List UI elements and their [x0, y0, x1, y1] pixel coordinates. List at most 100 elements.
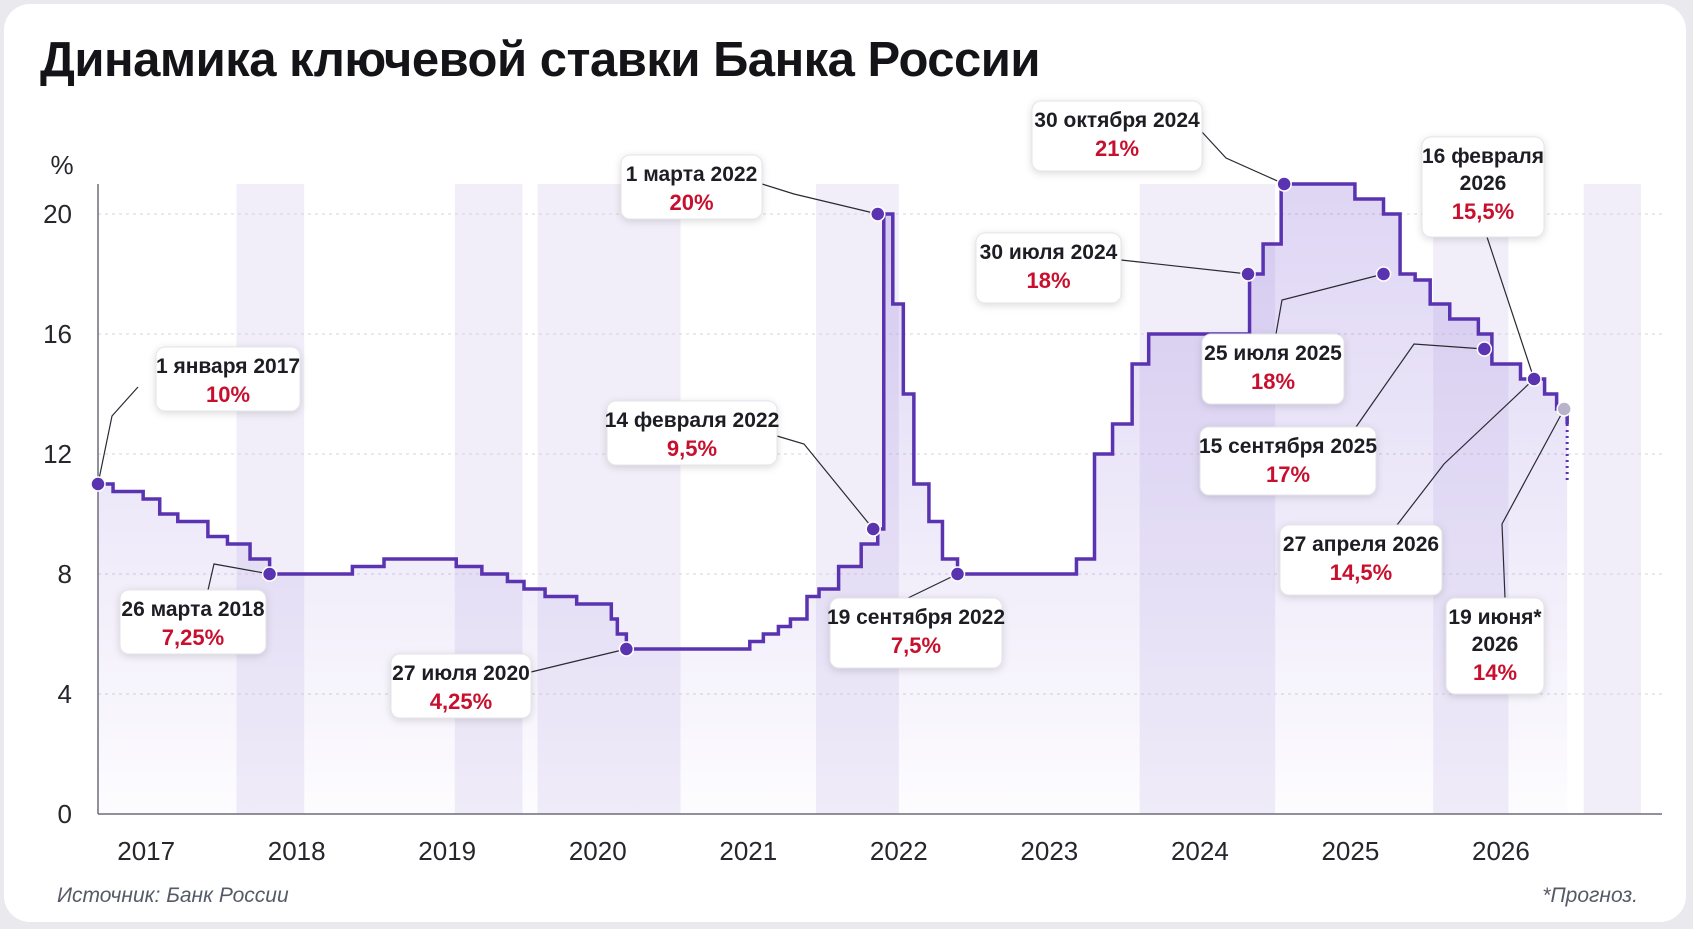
callout: 1 марта 2022 20% — [620, 154, 878, 220]
data-point — [1276, 176, 1292, 192]
callout: 27 апреля 2026 14,5% — [1279, 378, 1535, 596]
callout-box — [1279, 524, 1443, 596]
callout-leader — [1201, 131, 1285, 185]
callout-leader — [776, 435, 874, 530]
callout: 19 сентября 2022 7,5% — [827, 573, 1005, 669]
callout-date: 27 июля 2020 — [392, 662, 530, 685]
forecast-note: *Прогноз. — [1542, 884, 1638, 907]
callout: 30 октября 2024 21% — [1031, 100, 1285, 185]
data-point — [1526, 371, 1542, 387]
y-tick-label: 12 — [43, 439, 72, 469]
x-tick-label: 2023 — [1020, 836, 1078, 866]
callout-leader — [907, 573, 958, 599]
callout-value: 17% — [1266, 462, 1310, 487]
callout-box — [1031, 100, 1203, 172]
callout-box — [620, 154, 763, 220]
callout-leader — [1355, 343, 1485, 428]
key-rate-chart: 0 4 8 12 16 20% 2017 2018 2019 2020 2021 2022 2023 20… — [43, 100, 1662, 866]
x-tick-label: 2024 — [1171, 836, 1229, 866]
callout-value: 18% — [1026, 268, 1070, 293]
callout: 14 февраля 2022 9,5% — [605, 400, 874, 530]
callout-value: 9,5% — [667, 436, 717, 461]
x-tick-label: 2018 — [268, 836, 326, 866]
y-tick-label: 16 — [43, 319, 72, 349]
callout: 19 июня* 2026 14% — [1445, 408, 1565, 695]
x-tick-label: 2019 — [418, 836, 476, 866]
callout-value: 21% — [1095, 136, 1139, 161]
callout-date: 15 сентября 2025 — [1199, 435, 1377, 458]
year-band — [1583, 184, 1641, 814]
source-note: Источник: Банк России — [57, 884, 289, 907]
data-point — [949, 566, 966, 582]
callout: 30 июля 2024 18% — [975, 232, 1249, 304]
y-tick-label: 0 — [58, 799, 72, 829]
x-tick-label: 2021 — [719, 836, 777, 866]
callout-value: 15,5% — [1452, 199, 1514, 224]
x-tick-label: 2026 — [1472, 836, 1530, 866]
callout-date: 16 февраля 2026 — [1422, 145, 1544, 195]
callout: 1 января 2017 10% — [97, 346, 301, 485]
callout-box — [1201, 333, 1345, 405]
callout: 16 февраля 2026 15,5% — [1421, 136, 1545, 380]
callout-leader — [1501, 408, 1565, 599]
callout-value: 10% — [206, 382, 250, 407]
callout-leader — [1396, 378, 1535, 526]
callout-date: 1 января 2017 — [156, 355, 300, 378]
callout-leader — [530, 648, 627, 673]
callout-value: 4,25% — [430, 689, 492, 714]
x-tick-label: 2022 — [870, 836, 928, 866]
callout-date: 14 февраля 2022 — [605, 409, 780, 432]
callout-value: 14% — [1473, 660, 1517, 685]
x-tick-label: 2020 — [569, 836, 627, 866]
data-point — [1556, 401, 1572, 417]
callout-value: 18% — [1251, 369, 1295, 394]
callout-box — [606, 400, 778, 466]
callout-date: 30 октября 2024 — [1034, 109, 1200, 132]
callout-box — [829, 597, 1003, 669]
y-axis-label: % — [50, 150, 73, 180]
x-tick-label: 2025 — [1321, 836, 1379, 866]
callout-value: 14,5% — [1330, 560, 1392, 585]
callout-box — [975, 232, 1122, 304]
x-tick-label: 2017 — [117, 836, 175, 866]
data-point — [1240, 266, 1256, 282]
callout-date: 26 марта 2018 — [121, 598, 265, 621]
callout-date: 19 сентября 2022 — [827, 606, 1005, 629]
callout-leader — [207, 563, 270, 591]
chart-title: Динамика ключевой ставки Банка России — [40, 33, 1041, 87]
data-point — [1375, 266, 1392, 282]
y-tick-label: 8 — [58, 559, 72, 589]
callout: 15 сентября 2025 17% — [1199, 343, 1485, 496]
callout-value: 20% — [669, 190, 713, 215]
callout-value: 7,25% — [162, 625, 224, 650]
y-tick-label: 20 — [43, 199, 72, 229]
callout-box — [1199, 426, 1377, 496]
chart-card: Динамика ключевой ставки Банка России 0 4… — [4, 4, 1686, 922]
callout-date: 25 июля 2025 — [1204, 342, 1342, 365]
callout: 26 марта 2018 7,25% — [119, 563, 270, 655]
callout-date: 1 марта 2022 — [626, 163, 758, 186]
data-point — [1476, 341, 1493, 357]
callout-leader — [97, 386, 139, 485]
callout-leader — [1486, 236, 1535, 380]
callout-leader — [1120, 259, 1249, 275]
data-point — [261, 566, 278, 582]
data-point — [865, 521, 881, 537]
callout-box — [390, 653, 532, 719]
callout-box — [1445, 597, 1545, 695]
callout-date: 19 июня* 2026 — [1448, 606, 1542, 656]
data-point — [869, 206, 886, 222]
callout-box — [1421, 136, 1545, 238]
callout-date: 27 апреля 2026 — [1283, 533, 1439, 556]
callout-date: 30 июля 2024 — [980, 241, 1118, 264]
callout: 27 июля 2020 4,25% — [390, 648, 627, 719]
data-point — [618, 641, 635, 657]
callout-box — [155, 346, 301, 412]
callout-leader — [1275, 273, 1384, 335]
y-tick-label: 4 — [58, 679, 72, 709]
callout-value: 7,5% — [891, 633, 941, 658]
callout-leader — [761, 183, 878, 215]
callout: 25 июля 2025 18% — [1201, 273, 1384, 405]
callout-box — [119, 589, 267, 655]
data-point — [90, 476, 106, 492]
